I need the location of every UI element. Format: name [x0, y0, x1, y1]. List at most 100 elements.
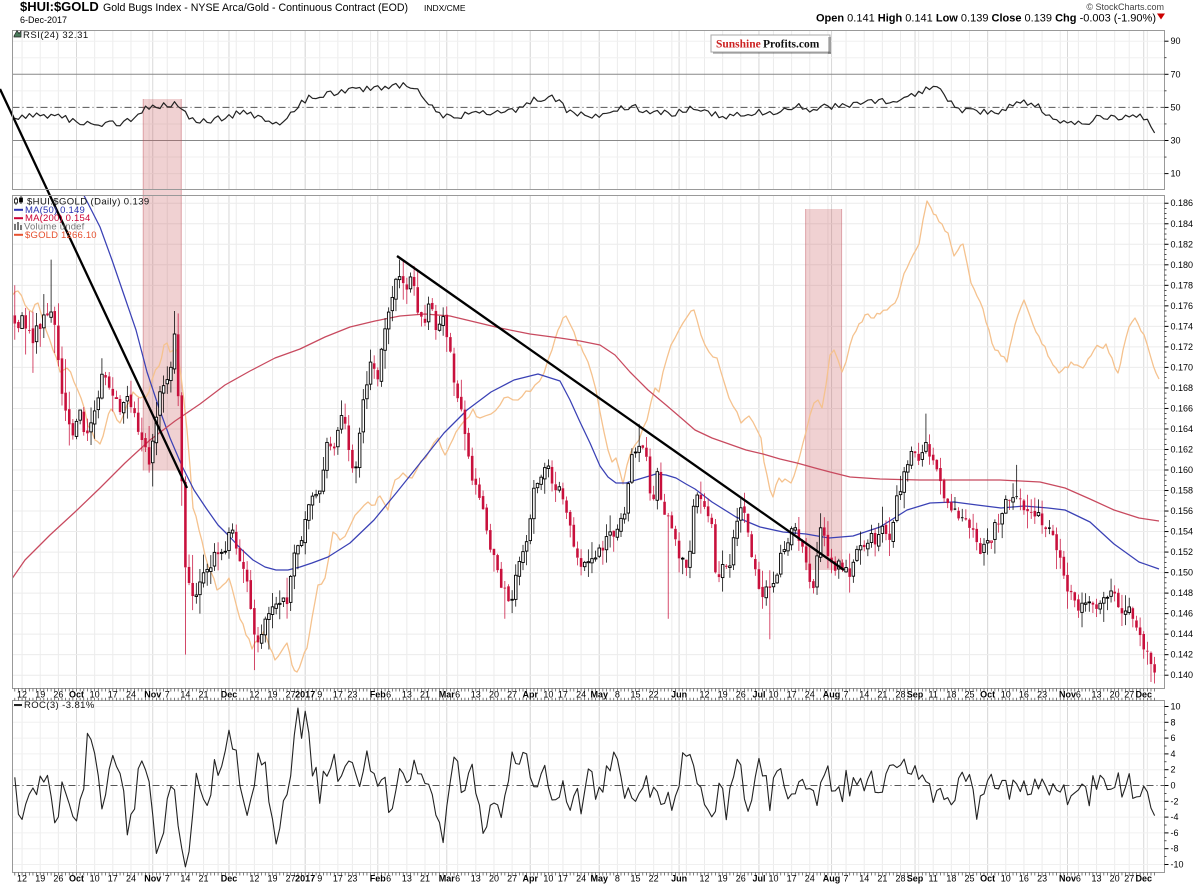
svg-text:May: May	[590, 690, 608, 700]
svg-text:10: 10	[1171, 702, 1181, 712]
svg-text:6: 6	[1076, 690, 1081, 700]
svg-text:Sep: Sep	[907, 874, 924, 884]
svg-text:0: 0	[1171, 781, 1176, 791]
svg-text:27: 27	[286, 874, 296, 884]
svg-text:12: 12	[699, 690, 709, 700]
svg-text:0.152: 0.152	[1171, 547, 1194, 557]
svg-text:13: 13	[402, 874, 412, 884]
svg-text:26: 26	[53, 690, 63, 700]
svg-text:22: 22	[649, 690, 659, 700]
svg-text:19: 19	[35, 690, 45, 700]
svg-text:7: 7	[844, 874, 849, 884]
svg-text:13: 13	[471, 874, 481, 884]
svg-text:10: 10	[1001, 690, 1011, 700]
svg-text:12: 12	[17, 874, 27, 884]
svg-text:Apr: Apr	[523, 690, 539, 700]
svg-text:26: 26	[736, 874, 746, 884]
svg-text:$HUI:$GOLD (Daily) 0.139: $HUI:$GOLD (Daily) 0.139	[27, 197, 150, 208]
svg-text:10: 10	[1001, 874, 1011, 884]
svg-text:0.160: 0.160	[1171, 465, 1194, 475]
svg-text:Aug: Aug	[823, 874, 841, 884]
svg-text:20: 20	[489, 690, 499, 700]
svg-text:19: 19	[718, 874, 728, 884]
svg-text:30: 30	[1171, 136, 1181, 146]
svg-text:14: 14	[859, 874, 869, 884]
svg-text:17: 17	[558, 874, 568, 884]
svg-text:0.176: 0.176	[1171, 301, 1194, 311]
svg-text:9: 9	[317, 874, 322, 884]
svg-text:6: 6	[1076, 874, 1081, 884]
svg-text:24: 24	[805, 690, 815, 700]
svg-text:0.174: 0.174	[1171, 321, 1194, 331]
svg-text:6: 6	[1171, 733, 1176, 743]
svg-text:0.164: 0.164	[1171, 424, 1194, 434]
svg-text:19: 19	[268, 874, 278, 884]
svg-text:24: 24	[126, 874, 136, 884]
svg-text:50: 50	[1171, 102, 1181, 112]
svg-text:2017: 2017	[295, 690, 315, 700]
svg-text:-2: -2	[1171, 796, 1179, 806]
svg-text:18: 18	[946, 690, 956, 700]
svg-text:13: 13	[1092, 690, 1102, 700]
svg-text:Oct: Oct	[69, 874, 84, 884]
svg-text:0.170: 0.170	[1171, 362, 1194, 372]
svg-text:0.158: 0.158	[1171, 486, 1194, 496]
svg-text:Oct: Oct	[980, 690, 995, 700]
svg-text:12: 12	[699, 874, 709, 884]
svg-text:0.156: 0.156	[1171, 506, 1194, 516]
svg-text:0.142: 0.142	[1171, 650, 1194, 660]
svg-text:0.154: 0.154	[1171, 527, 1194, 537]
svg-text:0.146: 0.146	[1171, 609, 1194, 619]
svg-text:24: 24	[805, 874, 815, 884]
svg-text:Nov: Nov	[1059, 874, 1076, 884]
svg-text:6: 6	[386, 874, 391, 884]
svg-text:12: 12	[249, 874, 259, 884]
svg-text:$GOLD 1266.10: $GOLD 1266.10	[25, 230, 97, 241]
svg-text:Dec: Dec	[1135, 874, 1152, 884]
svg-text:Nov: Nov	[1059, 690, 1076, 700]
svg-text:Jul: Jul	[752, 690, 765, 700]
svg-text:10: 10	[1171, 169, 1181, 179]
svg-text:Feb: Feb	[370, 690, 387, 700]
svg-text:0.184: 0.184	[1171, 219, 1194, 229]
svg-text:-4: -4	[1171, 812, 1179, 822]
svg-text:Jul: Jul	[752, 874, 765, 884]
svg-text:Feb: Feb	[370, 874, 387, 884]
svg-text:21: 21	[420, 690, 430, 700]
svg-text:Sep: Sep	[907, 690, 924, 700]
svg-text:19: 19	[268, 690, 278, 700]
svg-text:Mar: Mar	[439, 690, 456, 700]
svg-text:21: 21	[877, 690, 887, 700]
svg-text:ROC(3) -3.81%: ROC(3) -3.81%	[24, 700, 95, 711]
svg-text:13: 13	[471, 690, 481, 700]
svg-text:12: 12	[17, 690, 27, 700]
svg-text:17: 17	[787, 874, 797, 884]
svg-text:0.168: 0.168	[1171, 383, 1194, 393]
svg-text:14: 14	[859, 690, 869, 700]
svg-text:0.172: 0.172	[1171, 342, 1194, 352]
svg-text:6: 6	[386, 690, 391, 700]
svg-text:90: 90	[1171, 36, 1181, 46]
svg-text:28: 28	[896, 874, 906, 884]
svg-text:8: 8	[615, 874, 620, 884]
svg-text:11: 11	[929, 690, 938, 700]
svg-text:17: 17	[333, 690, 343, 700]
svg-text:0.178: 0.178	[1171, 280, 1194, 290]
svg-text:Profits.com: Profits.com	[763, 39, 820, 51]
svg-text:20: 20	[1110, 874, 1120, 884]
svg-text:0.148: 0.148	[1171, 588, 1194, 598]
svg-text:0.140: 0.140	[1171, 670, 1194, 680]
svg-text:21: 21	[199, 690, 209, 700]
svg-text:MA(200) 0.154: MA(200) 0.154	[25, 213, 90, 224]
svg-text:23: 23	[347, 690, 357, 700]
svg-text:Dec: Dec	[221, 690, 238, 700]
svg-text:22: 22	[649, 874, 659, 884]
svg-text:9: 9	[317, 690, 322, 700]
svg-text:17: 17	[787, 690, 797, 700]
svg-text:27: 27	[507, 690, 517, 700]
svg-text:MA(50) 0.149: MA(50) 0.149	[25, 205, 85, 216]
svg-text:14: 14	[180, 874, 190, 884]
svg-text:Oct: Oct	[69, 690, 84, 700]
svg-text:12: 12	[249, 690, 259, 700]
svg-text:2: 2	[1171, 765, 1176, 775]
